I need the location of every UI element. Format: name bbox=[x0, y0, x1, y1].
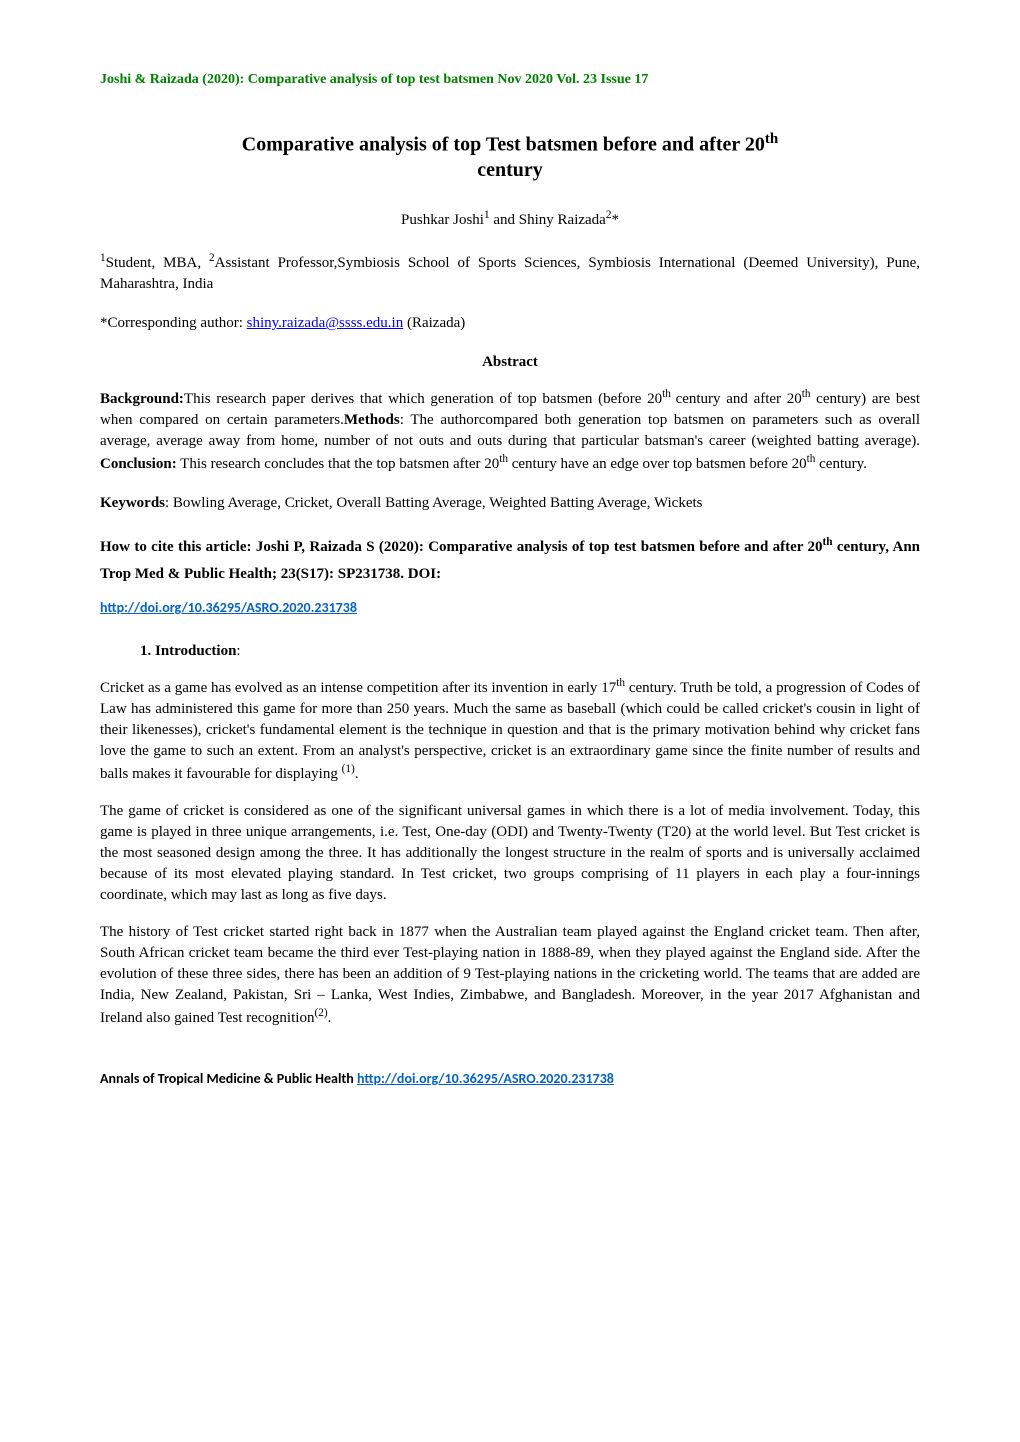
footer-journal: Annals of Tropical Medicine & Public Hea… bbox=[100, 1070, 357, 1087]
corresponding-suffix: (Raizada) bbox=[403, 315, 465, 331]
intro-p3-ref: (2) bbox=[314, 1007, 327, 1019]
intro-p1-c: . bbox=[355, 766, 359, 782]
corresponding-author: *Corresponding author: shiny.raizada@sss… bbox=[100, 313, 920, 334]
background-text-1: This research paper derives that which g… bbox=[184, 391, 662, 407]
background-sup-1: th bbox=[662, 388, 676, 400]
conclusion-sup-1: th bbox=[499, 453, 508, 465]
intro-p3-b: . bbox=[328, 1010, 332, 1026]
authors-join: and bbox=[490, 212, 519, 228]
intro-paragraph-1: Cricket as a game has evolved as an inte… bbox=[100, 676, 920, 785]
doi-link[interactable]: http://doi.org/10.36295/ASRO.2020.231738 bbox=[100, 599, 357, 616]
abstract-heading: Abstract bbox=[100, 352, 920, 373]
doi-link-block: http://doi.org/10.36295/ASRO.2020.231738 bbox=[100, 598, 920, 619]
corresponding-email-link[interactable]: shiny.raizada@ssss.edu.in bbox=[247, 315, 404, 331]
intro-p1-sup: th bbox=[616, 677, 625, 689]
intro-p1-a: Cricket as a game has evolved as an inte… bbox=[100, 680, 616, 696]
running-header: Joshi & Raizada (2020): Comparative anal… bbox=[100, 70, 920, 90]
citation-block: How to cite this article: Joshi P, Raiza… bbox=[100, 532, 920, 588]
author-1: Pushkar Joshi bbox=[401, 212, 484, 228]
footer-doi-link[interactable]: http://doi.org/10.36295/ASRO.2020.231738 bbox=[357, 1070, 614, 1087]
intro-heading-text: 1. Introduction bbox=[140, 643, 236, 659]
intro-heading-colon: : bbox=[236, 643, 240, 659]
intro-p3-a: The history of Test cricket started righ… bbox=[100, 924, 920, 1026]
authors-line: Pushkar Joshi1 and Shiny Raizada2* bbox=[100, 208, 920, 231]
conclusion-text-3: century. bbox=[815, 456, 867, 472]
conclusion-text-1: This research concludes that the top bat… bbox=[177, 456, 500, 472]
intro-paragraph-2: The game of cricket is considered as one… bbox=[100, 801, 920, 906]
background-sup-2: th bbox=[802, 388, 811, 400]
title-text-1: Comparative analysis of top Test batsmen… bbox=[242, 133, 765, 155]
citation-text-1: How to cite this article: Joshi P, Raiza… bbox=[100, 539, 823, 555]
title-text-2: century bbox=[477, 159, 543, 181]
keywords-text: : Bowling Average, Cricket, Overall Batt… bbox=[165, 495, 703, 511]
background-text-2: century and after 20 bbox=[676, 391, 802, 407]
page-footer: Annals of Tropical Medicine & Public Hea… bbox=[100, 1069, 920, 1089]
introduction-heading: 1. Introduction: bbox=[100, 641, 920, 662]
conclusion-text-2: century have an edge over top batsmen be… bbox=[508, 456, 807, 472]
keywords-label: Keywords bbox=[100, 495, 165, 511]
methods-label: Methods bbox=[344, 412, 400, 428]
author-2: Shiny Raizada bbox=[519, 212, 606, 228]
affiliation: 1Student, MBA, 2Assistant Professor,Symb… bbox=[100, 251, 920, 295]
affiliation-text-2: Assistant Professor,Symbiosis School of … bbox=[100, 255, 920, 292]
keywords: Keywords: Bowling Average, Cricket, Over… bbox=[100, 493, 920, 514]
title-sup-1: th bbox=[765, 131, 778, 147]
intro-paragraph-3: The history of Test cricket started righ… bbox=[100, 922, 920, 1029]
corresponding-asterisk: * bbox=[611, 212, 619, 228]
conclusion-label: Conclusion: bbox=[100, 456, 177, 472]
citation-sup: th bbox=[823, 536, 833, 548]
paper-title: Comparative analysis of top Test batsmen… bbox=[100, 130, 920, 184]
background-label: Background: bbox=[100, 391, 184, 407]
affiliation-text-1: Student, MBA, bbox=[106, 255, 209, 271]
intro-p1-ref: (1) bbox=[342, 763, 355, 775]
corresponding-prefix: *Corresponding author: bbox=[100, 315, 247, 331]
abstract-body: Background:This research paper derives t… bbox=[100, 387, 920, 475]
